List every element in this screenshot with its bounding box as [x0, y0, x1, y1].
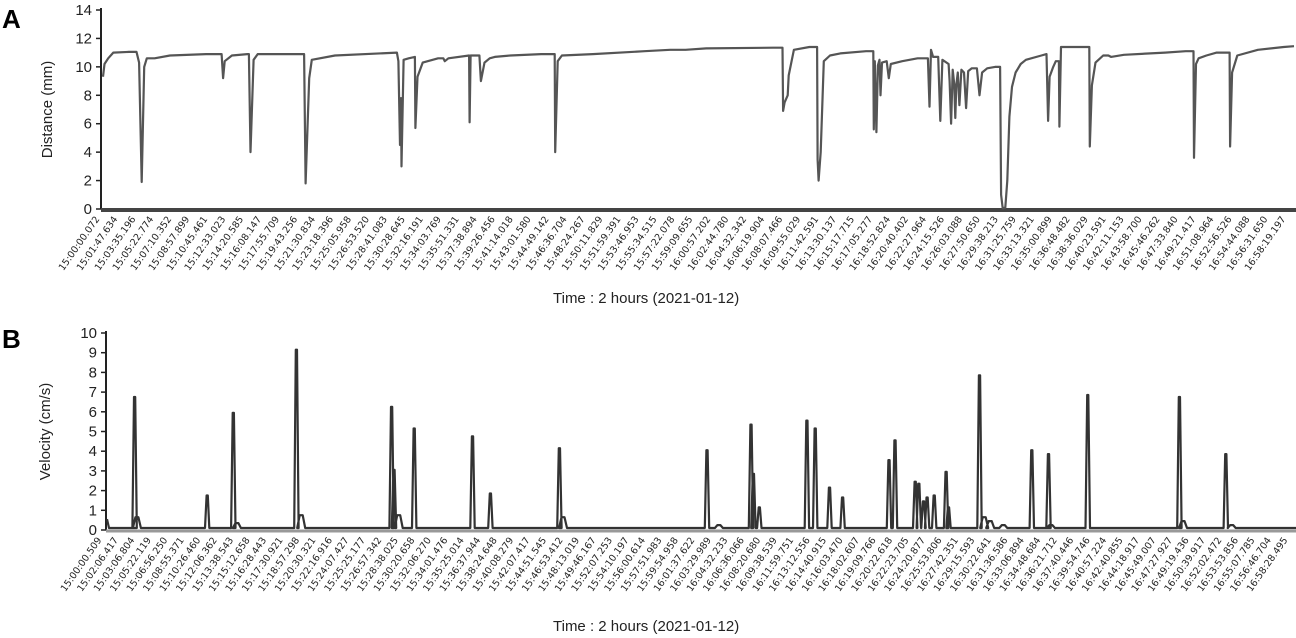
y-tick-label: 0: [84, 201, 92, 218]
y-tick-label: 14: [75, 2, 92, 19]
y-tick-label: 2: [84, 173, 92, 190]
y-tick-label: 8: [89, 364, 97, 381]
distance-line: [101, 45, 1295, 210]
y-tick-label: 10: [75, 59, 92, 76]
y-axis-label: Velocity (cm/s): [37, 383, 54, 481]
chart-b-xlabel: Time : 2 hours (2021-01-12): [553, 618, 740, 635]
y-tick-label: 2: [89, 483, 97, 500]
panel-a-letter: A: [2, 4, 21, 34]
y-tick-label: 5: [89, 424, 97, 441]
y-tick-label: 3: [89, 463, 97, 480]
y-tick-label: 4: [89, 443, 97, 460]
y-tick-label: 0: [89, 522, 97, 539]
y-axis-label: Distance (mm): [39, 61, 56, 159]
y-tick-label: 7: [89, 384, 97, 401]
y-tick-label: 12: [75, 30, 92, 47]
velocity-line: [105, 348, 1296, 530]
panel-b-letter: B: [2, 324, 21, 354]
y-tick-label: 6: [89, 404, 97, 421]
y-tick-label: 8: [84, 87, 92, 104]
y-tick-label: 10: [80, 325, 97, 342]
y-tick-label: 4: [84, 144, 92, 161]
chart-a-xlabel: Time : 2 hours (2021-01-12): [553, 290, 740, 307]
y-tick-label: 1: [89, 502, 97, 519]
y-tick-label: 9: [89, 345, 97, 362]
y-tick-label: 6: [84, 116, 92, 133]
